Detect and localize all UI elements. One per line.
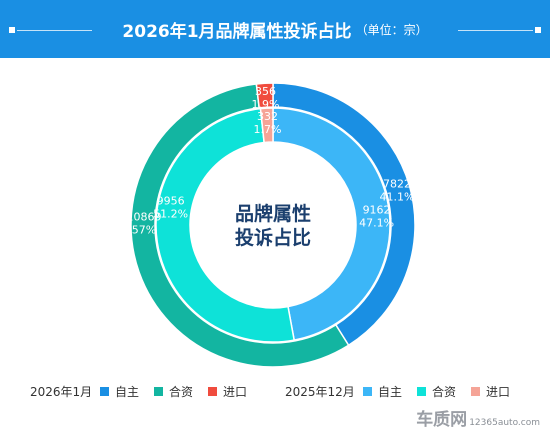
center-label-line1: 品牌属性 <box>235 202 311 225</box>
legend-group-title-0: 2026年1月 <box>30 385 92 399</box>
watermark-brand: 车质网 <box>416 410 468 430</box>
watermark: 车质网 12365auto.com <box>416 405 540 430</box>
legend-label-1-hezi: 合资 <box>432 384 456 399</box>
inner-slice-hezi <box>155 107 296 343</box>
outer-label-value-hezi: 10869 <box>127 211 162 224</box>
decor-square-left <box>9 27 15 33</box>
outer-ring <box>130 82 416 368</box>
outer-label-percent-jinkou: 1.9% <box>252 98 280 111</box>
legend-label-1-zizhu: 自主 <box>378 385 402 399</box>
inner-label-percent-jinkou: 1.7% <box>254 123 282 136</box>
inner-label-value-hezi: 9956 <box>157 195 185 208</box>
outer-label-percent-zizhu: 41.1% <box>379 190 414 203</box>
outer-label-percent-hezi: 57% <box>132 224 156 237</box>
legend-group-title-1: 2025年12月 <box>285 385 355 399</box>
legend-label-1-jinkou: 进口 <box>486 385 510 399</box>
watermark-url: 12365auto.com <box>469 418 540 428</box>
legend-swatch-0-zizhu <box>100 387 109 396</box>
decor-square-right <box>535 27 541 33</box>
outer-slice-jinkou <box>255 82 274 109</box>
inner-label-percent-hezi: 51.2% <box>153 208 188 221</box>
inner-label-value-jinkou: 332 <box>257 110 278 123</box>
chart-unit: （单位：宗） <box>355 22 428 37</box>
legend-swatch-0-jinkou <box>208 387 217 396</box>
legend-swatch-1-zizhu <box>363 387 372 396</box>
legend-label-0-zizhu: 自主 <box>115 385 139 399</box>
legend-label-0-hezi: 合资 <box>169 384 193 399</box>
legend-label-0-jinkou: 进口 <box>223 385 247 399</box>
decor-line-right <box>458 30 533 31</box>
legend-swatch-1-hezi <box>417 387 426 396</box>
inner-slice-jinkou <box>259 107 274 144</box>
title-bar: 2026年1月品牌属性投诉占比 （单位：宗） <box>0 0 550 58</box>
legend-swatch-0-hezi <box>154 387 163 396</box>
center-label-line2: 投诉占比 <box>235 226 311 249</box>
inner-ring <box>155 107 391 343</box>
chart-title: 2026年1月品牌属性投诉占比 <box>122 21 352 42</box>
inner-label-percent-zizhu: 47.1% <box>359 217 394 230</box>
outer-slice-hezi <box>130 83 350 368</box>
outer-label-value-zizhu: 7822 <box>383 177 411 190</box>
legend-swatch-1-jinkou <box>471 387 480 396</box>
inner-label-value-zizhu: 9162 <box>363 204 391 217</box>
title-group: 2026年1月品牌属性投诉占比 （单位：宗） <box>0 0 550 58</box>
outer-label-value-jinkou: 356 <box>255 85 276 98</box>
decor-line-left <box>17 30 92 31</box>
inner-slice-zizhu <box>272 107 391 341</box>
legend: 2026年1月 自主 合资 进口 2025年12月 自主 合资 进口 <box>30 384 510 399</box>
